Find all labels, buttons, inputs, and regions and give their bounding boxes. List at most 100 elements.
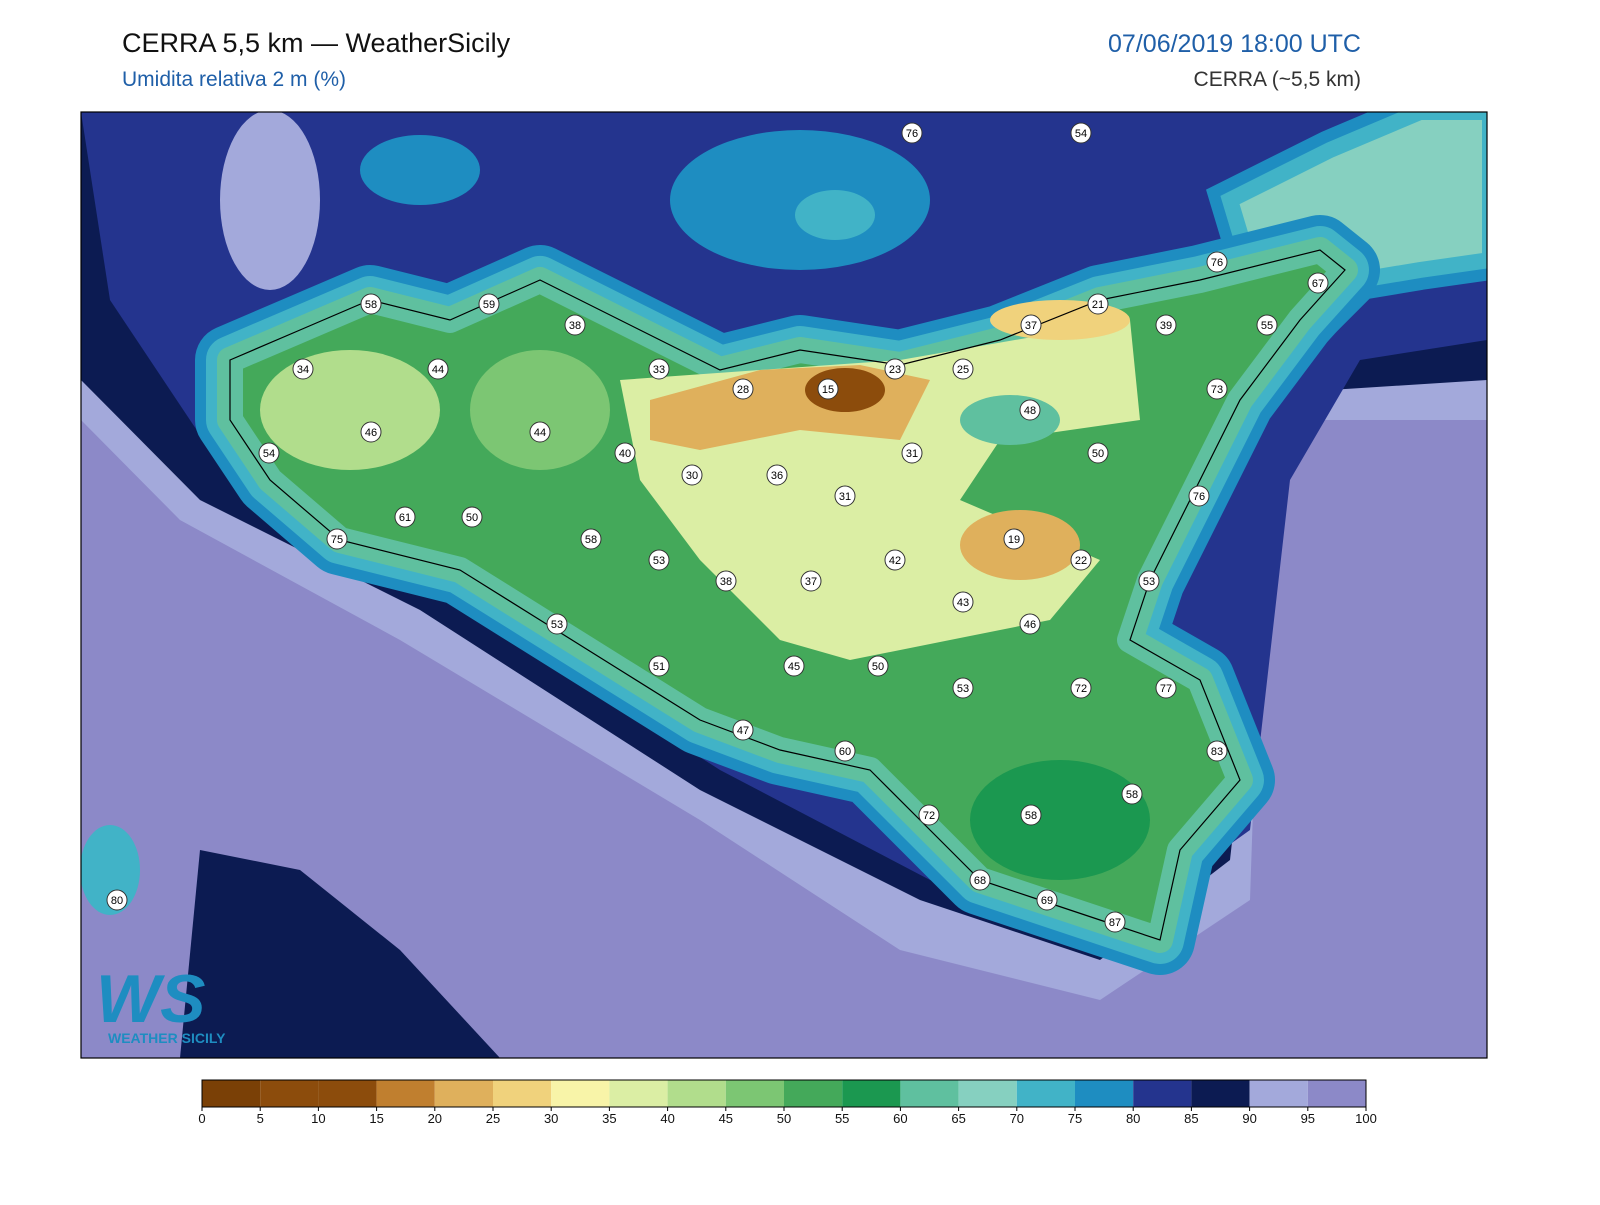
station-value: 30	[686, 470, 698, 482]
colorbar-segment	[376, 1080, 435, 1107]
station-value: 50	[1092, 448, 1104, 460]
colorbar-segment	[842, 1080, 901, 1107]
colorbar-segment	[1191, 1080, 1250, 1107]
colorbar-tick-label: 50	[777, 1111, 791, 1126]
station-marker	[1070, 549, 1092, 571]
station-marker	[834, 485, 856, 507]
station-marker	[952, 591, 974, 613]
station-value: 43	[957, 597, 969, 609]
station-value: 76	[1193, 491, 1205, 503]
station-marker	[478, 293, 500, 315]
station-marker	[1070, 122, 1092, 144]
station-marker	[834, 740, 856, 762]
station-marker	[884, 549, 906, 571]
title: CERRA 5,5 km — WeatherSicily	[122, 28, 511, 58]
station-marker	[800, 570, 822, 592]
station-marker	[901, 122, 923, 144]
station-marker	[461, 506, 483, 528]
station-value: 31	[839, 491, 851, 503]
station-marker	[783, 655, 805, 677]
sea-patch	[180, 850, 500, 1058]
station-value: 44	[432, 364, 444, 376]
station-marker	[648, 358, 670, 380]
station-marker	[614, 442, 636, 464]
station-value: 68	[974, 875, 986, 887]
logo-letters: WS	[96, 961, 206, 1037]
colorbar-tick-label: 80	[1126, 1111, 1140, 1126]
station-marker	[1307, 272, 1329, 294]
station-value: 28	[737, 384, 749, 396]
station-value: 45	[788, 661, 800, 673]
colorbar-tick-label: 10	[311, 1111, 325, 1126]
station-marker	[1155, 314, 1177, 336]
colorbar-tick-label: 40	[660, 1111, 674, 1126]
station-value: 72	[923, 810, 935, 822]
station-marker	[1206, 378, 1228, 400]
station-value: 80	[111, 895, 123, 907]
colorbar-tick-label: 95	[1301, 1111, 1315, 1126]
station-value: 46	[365, 427, 377, 439]
colorbar-segment	[667, 1080, 726, 1107]
station-marker	[1138, 570, 1160, 592]
station-marker	[1256, 314, 1278, 336]
colorbar-segment	[1016, 1080, 1075, 1107]
station-value: 54	[1075, 128, 1087, 140]
colorbar-tick-label: 0	[198, 1111, 205, 1126]
station-marker	[1188, 485, 1210, 507]
station-marker	[529, 421, 551, 443]
island-small	[81, 825, 140, 915]
station-value: 47	[737, 725, 749, 737]
station-marker	[427, 358, 449, 380]
station-marker	[901, 442, 923, 464]
station-marker	[648, 549, 670, 571]
station-marker	[766, 464, 788, 486]
station-marker	[715, 570, 737, 592]
station-marker	[394, 506, 416, 528]
colorbar-segment	[551, 1080, 610, 1107]
map: 76 54 76 67 58 59 38 21 37 39 55 34 44 33 23 25 28 15 73 48…	[81, 112, 1487, 1058]
station-value: 39	[1160, 320, 1172, 332]
station-value: 34	[297, 364, 309, 376]
station-value: 55	[1261, 320, 1273, 332]
station-marker	[580, 528, 602, 550]
station-value: 25	[957, 364, 969, 376]
field-patch	[970, 760, 1150, 880]
station-marker	[360, 293, 382, 315]
colorbar-tick-label: 65	[951, 1111, 965, 1126]
station-value: 73	[1211, 384, 1223, 396]
field-patch	[805, 368, 885, 412]
station-value: 76	[1211, 257, 1223, 269]
sea-patch	[670, 130, 930, 270]
station-marker	[1020, 804, 1042, 826]
station-value: 87	[1109, 917, 1121, 929]
sea-patch	[795, 190, 875, 240]
colorbar-tick-label: 20	[428, 1111, 442, 1126]
station-marker	[681, 464, 703, 486]
colorbar-tick-label: 25	[486, 1111, 500, 1126]
subtitle: Umidita relativa 2 m (%)	[122, 68, 346, 91]
station-value: 58	[585, 534, 597, 546]
stations: 76 54 76 67 58 59 38 21 37 39 55 34 44 33 23 25 28 15 73 48…	[106, 122, 1329, 933]
station-value: 69	[1041, 895, 1053, 907]
colorbar-tick-label: 5	[257, 1111, 264, 1126]
station-marker	[952, 358, 974, 380]
station-value: 76	[906, 128, 918, 140]
map-frame	[80, 111, 1488, 1059]
station-value: 23	[889, 364, 901, 376]
colorbar-segment	[202, 1080, 261, 1107]
station-marker	[1087, 293, 1109, 315]
station-value: 50	[872, 661, 884, 673]
station-value: 59	[483, 299, 495, 311]
station-value: 22	[1075, 555, 1087, 567]
colorbar-tick-label: 75	[1068, 1111, 1082, 1126]
station-value: 48	[1024, 405, 1036, 417]
colorbar-tick-label: 70	[1010, 1111, 1024, 1126]
colorbar-segment	[493, 1080, 552, 1107]
colorbar: 0 5 10 15 20 25 30 35 40 45 50 55 60 65 70 75 80 85 90 95 10…	[198, 1079, 1377, 1126]
station-value: 67	[1312, 278, 1324, 290]
station-value: 60	[839, 746, 851, 758]
colorbar-tick-label: 30	[544, 1111, 558, 1126]
station-marker	[1036, 889, 1058, 911]
station-value: 58	[1126, 789, 1138, 801]
